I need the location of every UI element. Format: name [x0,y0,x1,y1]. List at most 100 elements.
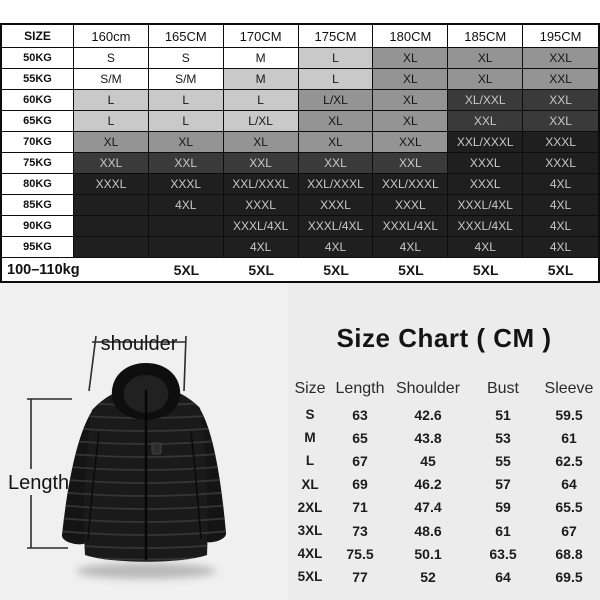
shoulder-label: shoulder [101,333,178,355]
height-column-header: 165CM [149,25,224,47]
measurement-column-header: Shoulder [395,379,461,397]
size-cell: XXXL/4XL [373,216,449,236]
size-cell: XXL [373,132,449,152]
size-cell: L [298,48,374,68]
measurement-size-label: M [304,430,316,446]
measurement-row: S 63 42.6 51 59.5 [288,403,600,426]
measurement-value: 59 [495,499,511,516]
measurement-value: 61 [561,429,577,446]
size-cell: XXXL [148,174,224,194]
table-row: 50KG S S M L XL XL XXL [2,48,598,69]
measurement-header-row: Size Length Shoulder Bust Sleeve [288,376,600,401]
measurement-row: 5XL 77 52 64 69.5 [288,565,600,588]
size-cell: XXL [523,111,598,131]
chest-logo [151,442,162,455]
table-header-row: SIZE 160cm 165CM 170CM 175CM 180CM 185CM 195CM [2,25,598,48]
measurement-value: 53 [495,429,511,446]
weight-row-label: 80KG [2,174,74,194]
measurement-value: 42.6 [414,406,442,423]
size-corner-header: SIZE [2,25,74,47]
size-cell: XXL/XXXL [448,132,524,152]
measurement-value: 63.5 [489,545,517,562]
measurement-value: 69.5 [555,568,583,585]
size-cell: XXL [74,153,149,173]
measurement-row: XL 69 46.2 57 64 [288,473,600,496]
weight-row-label: 65KG [2,111,74,131]
measurement-value: 45 [420,452,436,469]
measurement-value: 61 [495,522,511,539]
size-chart-panel: Size Chart ( CM ) Size Length Shoulder Bust… [288,283,600,600]
footer-size-cell: 5XL [523,258,598,281]
measurement-size-label: 3XL [297,523,323,539]
table-row: 60KG L L L L/XL XL XL/XXL XXL [2,90,598,111]
measurement-value: 57 [495,476,511,493]
size-cell: XXXL [373,195,449,215]
measurement-size-label: 4XL [297,546,323,562]
measurement-row: 3XL 73 48.6 61 67 [288,519,600,542]
size-cell: XXXL [523,153,598,173]
size-cell: XXL [298,153,374,173]
size-cell: XL [373,111,449,131]
size-cell: XL [298,111,374,131]
height-column-header: 180CM [373,25,449,47]
measurement-value: 69 [352,476,368,493]
measurement-size-label: XL [301,476,319,492]
measurement-column-header: Sleeve [544,379,594,397]
size-cell: XXL [223,153,299,173]
size-cell: S [74,48,149,68]
length-measurement [27,398,72,549]
measurement-value: 48.6 [414,522,442,539]
product-photo: shoulder Length [8,333,227,579]
measurement-value: 65.5 [555,499,583,516]
measurement-value: 62.5 [555,452,583,469]
size-cell: 4XL [373,237,449,257]
size-cell: S/M [148,69,224,89]
measurement-value: 50.1 [414,545,442,562]
size-cell: XXXL/4XL [448,216,524,236]
table-row: 65KG L L L/XL XL XL XXL XXL [2,111,598,132]
table-row: 80KG XXXL XXXL XXL/XXXL XXL/XXXL XXL/XXXL XXXL… [2,174,598,195]
weight-row-label: 60KG [2,90,74,110]
height-weight-size-table: SIZE 160cm 165CM 170CM 175CM 180CM 185CM 195CM 5… [0,23,600,283]
size-cell: XL [448,48,524,68]
size-cell: XL [223,132,299,152]
size-cell: 4XL [523,237,598,257]
size-cell: XL [298,132,374,152]
measurement-table: Size Length Shoulder Bust Sleeve S 63 42.6 51 59.… [288,376,600,589]
size-cell: S [148,48,224,68]
table-row: 90KG XXXL/4XL XXXL/4XL XXXL/4XL XXXL/4XL 4XL [2,216,598,237]
size-cell: XXXL [448,174,524,194]
measurement-value: 71 [352,499,368,516]
measurement-row: 4XL 75.5 50.1 63.5 68.8 [288,542,600,565]
table-row: 55KG S/M S/M M L XL XL XXL [2,69,598,90]
measurement-value: 64 [495,568,511,585]
size-cell: XXXL [448,153,524,173]
height-column-header: 170CM [224,25,299,47]
table-footer-row: 100–110kg 5XL 5XL 5XL 5XL 5XL 5XL [2,258,598,281]
footer-size-cell: 5XL [223,258,299,281]
size-cell: L [223,90,299,110]
measurement-value: 52 [420,568,436,585]
table-row: 75KG XXL XXL XXL XXL XXL XXXL XXXL [2,153,598,174]
size-cell: 4XL [523,216,598,236]
size-cell [148,216,224,236]
size-cell: 4XL [448,237,524,257]
size-chart-title: Size Chart ( CM ) [336,323,552,353]
size-cell: 4XL [523,195,598,215]
size-cell [74,237,149,257]
size-cell: M [223,69,299,89]
shoulder-measurement [88,335,187,392]
size-cell: XXL/XXXL [373,174,449,194]
weight-row-label: 85KG [2,195,74,215]
measurement-row: 2XL 71 47.4 59 65.5 [288,496,600,519]
size-cell: L [298,69,374,89]
size-cell: XXXL/4XL [223,216,299,236]
size-cell [74,195,149,215]
size-cell: L [74,90,149,110]
measurement-value: 73 [352,522,368,539]
size-cell: XL/XXL [448,90,524,110]
measurement-size-label: S [305,407,315,423]
size-cell: XXL/XXXL [298,174,374,194]
measurement-value: 43.8 [414,429,442,446]
measurement-size-label: L [305,453,315,469]
